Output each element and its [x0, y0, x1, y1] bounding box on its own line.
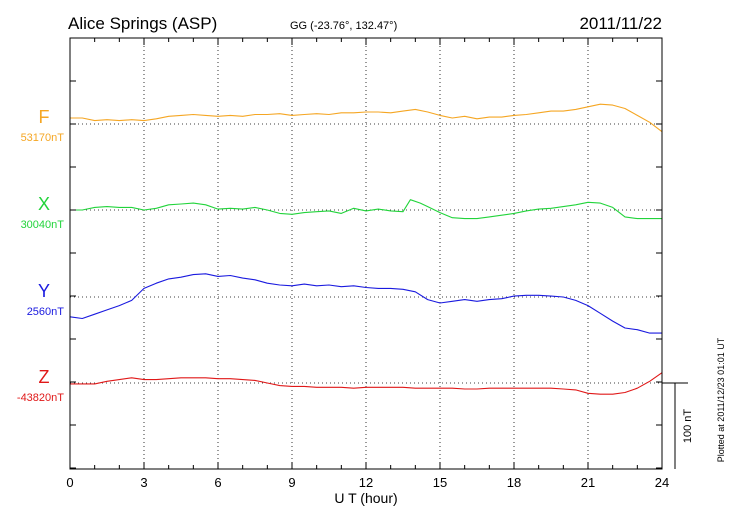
baseline-value-z: -43820nT [17, 392, 64, 404]
series-line-x [70, 199, 662, 220]
grid-lines [70, 38, 662, 469]
component-label-z: Z [39, 367, 50, 387]
baseline-value-f: 53170nT [21, 132, 65, 144]
baseline-value-y: 2560nT [27, 306, 65, 318]
component-labels: F 53170nT X 30040nT Y 2560nT Z -43820nT [17, 107, 64, 404]
series-line-y [69, 273, 662, 334]
component-label-f: F [39, 107, 50, 127]
x-tick-label: 0 [66, 475, 73, 490]
scale-bar-label: 100 nT [682, 409, 694, 444]
x-tick-label: 15 [433, 475, 447, 490]
chart-date: 2011/11/22 [579, 14, 662, 33]
series-line-f [70, 103, 663, 133]
x-tick-label: 12 [359, 475, 373, 490]
x-tick-label: 21 [581, 475, 595, 490]
x-tick-label: 9 [288, 475, 295, 490]
x-tick-label: 18 [507, 475, 521, 490]
plotted-note: Plotted at 2011/12/23 01:01 UT [716, 337, 726, 462]
chart-subtitle: GG (-23.76°, 132.47°) [290, 20, 397, 32]
chart-title: Alice Springs (ASP) [68, 14, 217, 33]
axis-ticks [69, 38, 663, 469]
scale-bar: 100 nT [662, 382, 694, 469]
series-line-z [70, 372, 663, 395]
x-axis-label: U T (hour) [334, 490, 397, 506]
x-tick-label: 6 [214, 475, 221, 490]
x-tick-label: 24 [655, 475, 669, 490]
component-label-y: Y [38, 281, 50, 301]
x-tick-labels: 0 3 6 9 12 15 18 21 24 [66, 475, 669, 490]
series-lines [69, 103, 663, 395]
component-label-x: X [38, 194, 50, 214]
x-tick-label: 3 [140, 475, 147, 490]
baseline-value-x: 30040nT [21, 219, 65, 231]
